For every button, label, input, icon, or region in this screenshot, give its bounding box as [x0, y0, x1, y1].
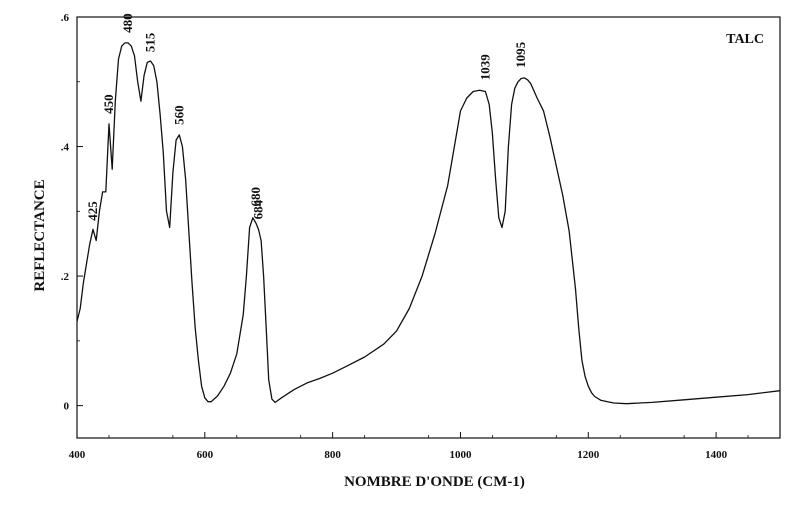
x-tick-label: 800	[324, 449, 341, 461]
y-tick-label: .2	[61, 271, 70, 283]
peak-label: 1039	[477, 54, 492, 81]
x-tick-label: 1400	[705, 449, 728, 461]
y-axis-title: REFLECTANCE	[32, 179, 48, 291]
y-axis-ticks: 0 .2 .4 .6	[61, 12, 83, 413]
peak-label: 425	[85, 201, 100, 221]
spectrum-line	[76, 42, 781, 405]
x-tick-label: 1000	[449, 449, 472, 461]
x-axis-ticks: 400 600 800 1000 1200 1400	[69, 432, 749, 461]
peak-label: 560	[171, 105, 186, 125]
x-tick-label: 600	[197, 449, 214, 461]
x-tick-label: 400	[69, 449, 86, 461]
x-tick-label: 1200	[577, 449, 600, 461]
peak-label: 684	[251, 199, 266, 219]
y-tick-label: .4	[61, 142, 70, 154]
y-tick-label: .6	[61, 12, 70, 24]
peak-label: 1095	[513, 41, 528, 68]
chart-title: TALC	[726, 32, 764, 47]
peak-label: 480	[120, 13, 135, 33]
plot-frame	[76, 16, 781, 439]
peak-label: 450	[101, 94, 116, 114]
y-tick-label: 0	[64, 401, 70, 413]
peak-label: 515	[143, 32, 158, 52]
x-axis-title: NOMBRE D'ONDE (CM-1)	[344, 474, 525, 490]
peak-label: 680	[248, 187, 263, 207]
